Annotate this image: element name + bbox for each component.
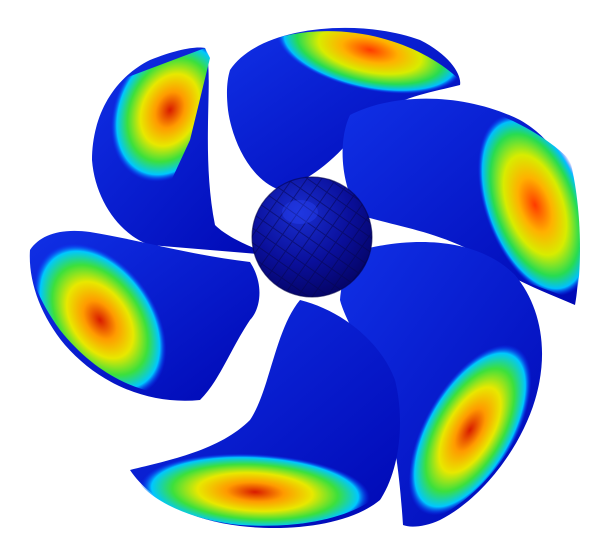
blade-top xyxy=(226,27,461,190)
hub xyxy=(251,176,373,298)
blade-right-upper xyxy=(342,98,580,306)
blade-upper-left xyxy=(92,47,270,255)
blade-right-lower xyxy=(340,242,543,527)
blade-bottom xyxy=(130,300,400,529)
